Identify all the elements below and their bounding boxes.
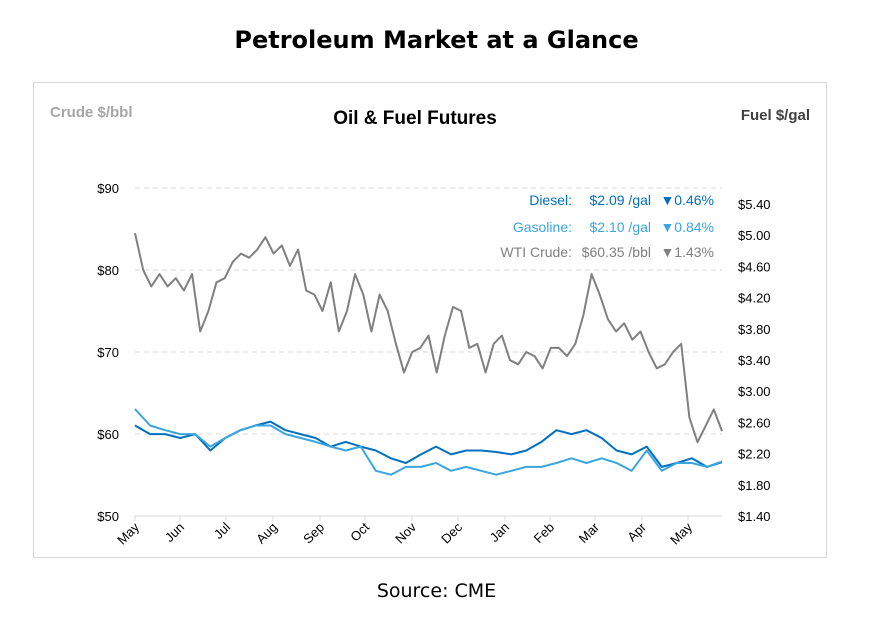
series-line-diesel (134, 420, 723, 468)
right-tick-label: $4.60 (738, 259, 771, 274)
x-tick-label: Jan (487, 520, 512, 545)
right-axis-title: Fuel $/gal (741, 107, 810, 124)
left-tick-label: $70 (97, 345, 119, 360)
legend-label: Gasoline: (513, 219, 572, 235)
x-tick-label: Nov (392, 519, 419, 546)
x-tick-label: Apr (624, 519, 649, 544)
chart-panel (33, 82, 827, 558)
left-tick-label: $80 (97, 263, 119, 278)
x-tick-label: Mar (576, 519, 603, 546)
x-tick-label: Oct (347, 519, 372, 544)
legend-label: Diesel: (529, 192, 572, 208)
legend-change: ▼0.46% (660, 192, 714, 208)
page-title: Petroleum Market at a Glance (234, 26, 639, 54)
right-tick-label: $3.00 (738, 384, 771, 399)
x-tick-label: Dec (438, 519, 465, 546)
right-tick-label: $2.20 (738, 447, 771, 462)
left-axis-title: Crude $/bbl (50, 104, 133, 121)
x-tick-label: Aug (253, 520, 280, 547)
right-tick-label: $1.40 (738, 509, 771, 524)
series-line-gasoline (134, 408, 723, 476)
right-tick-label: $5.00 (738, 228, 771, 243)
left-tick-label: $50 (97, 509, 119, 524)
right-tick-label: $4.20 (738, 291, 771, 306)
x-tick-label: Sep (300, 520, 327, 547)
legend-price: $60.35 /bbl (582, 244, 651, 260)
source-note: Source: CME (376, 580, 497, 602)
right-tick-label: $3.80 (738, 322, 771, 337)
x-tick-label: May (667, 519, 695, 547)
legend-price: $2.09 /gal (590, 192, 652, 208)
right-tick-label: $3.40 (738, 353, 771, 368)
legend-price: $2.10 /gal (590, 219, 652, 235)
x-tick-label: Feb (531, 520, 557, 546)
series-line-wti-crude (134, 232, 723, 444)
left-tick-label: $60 (97, 427, 119, 442)
x-tick-label: Jul (211, 519, 233, 541)
right-tick-label: $5.40 (738, 197, 771, 212)
x-tick-label: Jun (162, 520, 187, 545)
left-tick-label: $90 (97, 181, 119, 196)
legend-label: WTI Crude: (500, 244, 572, 260)
chart-title: Oil & Fuel Futures (333, 108, 497, 129)
right-tick-label: $1.80 (738, 478, 771, 493)
right-tick-label: $2.60 (738, 415, 771, 430)
legend-change: ▼1.43% (660, 244, 714, 260)
legend-change: ▼0.84% (660, 219, 714, 235)
